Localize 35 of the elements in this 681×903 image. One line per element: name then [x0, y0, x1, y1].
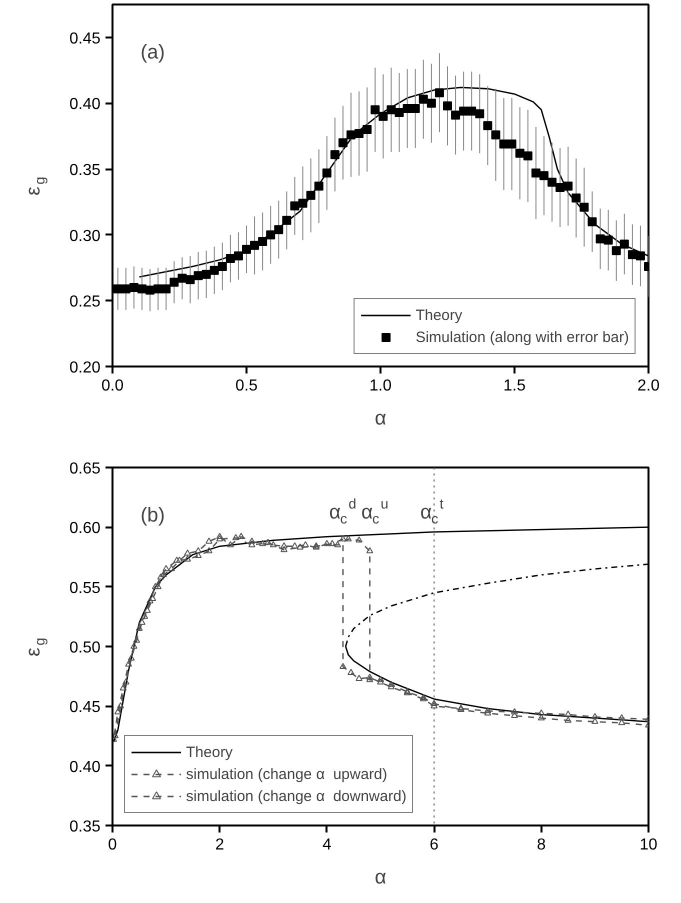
- x-tick-label: 6: [430, 836, 439, 854]
- x-tick-label: 1.5: [503, 378, 526, 394]
- y-tick-label: 0.40: [69, 758, 101, 776]
- x-tick-label: 4: [322, 836, 332, 854]
- x-tick-label: 0.0: [101, 378, 124, 394]
- y-tick-label: 0.60: [69, 520, 101, 538]
- y-tick-label: 0.45: [69, 699, 101, 716]
- y-tick-label: 0.45: [69, 30, 101, 48]
- y-tick-label: 0.35: [69, 162, 101, 180]
- y-tick-label: 0.65: [69, 460, 101, 478]
- x-tick-label: 2: [215, 836, 224, 854]
- legend-label: Simulation (along with error bar): [416, 328, 629, 346]
- x-tick-label: 8: [536, 836, 546, 854]
- legend-label: simulation (change α downward): [186, 787, 406, 805]
- y-tick-label: 0.25: [69, 294, 101, 311]
- x-tick-label: 0.5: [235, 378, 258, 394]
- x-tick-label: 10: [640, 836, 658, 854]
- y-axis-title: εg: [22, 638, 48, 656]
- y-tick-label: 0.55: [69, 580, 101, 597]
- legend-label: simulation (change α upward): [186, 765, 388, 783]
- legend-label: Theory: [186, 743, 233, 761]
- x-tick-label: 0: [108, 836, 118, 854]
- text: (a): [140, 42, 165, 64]
- y-axis-title: εg: [22, 176, 48, 196]
- y-tick-label: 0.35: [69, 818, 101, 836]
- legend-label: Theory: [416, 306, 462, 324]
- x-tick-label: 1.0: [369, 378, 392, 394]
- y-tick-label: 0.50: [69, 640, 101, 656]
- x-tick-label: 2.0: [637, 378, 660, 394]
- y-tick-label: 0.40: [69, 96, 101, 114]
- text: (b): [140, 504, 165, 526]
- x-axis-title: α: [374, 408, 386, 430]
- x-axis-title: α: [374, 866, 386, 888]
- y-tick-label: 0.30: [69, 228, 101, 245]
- y-tick-label: 0.20: [69, 360, 101, 376]
